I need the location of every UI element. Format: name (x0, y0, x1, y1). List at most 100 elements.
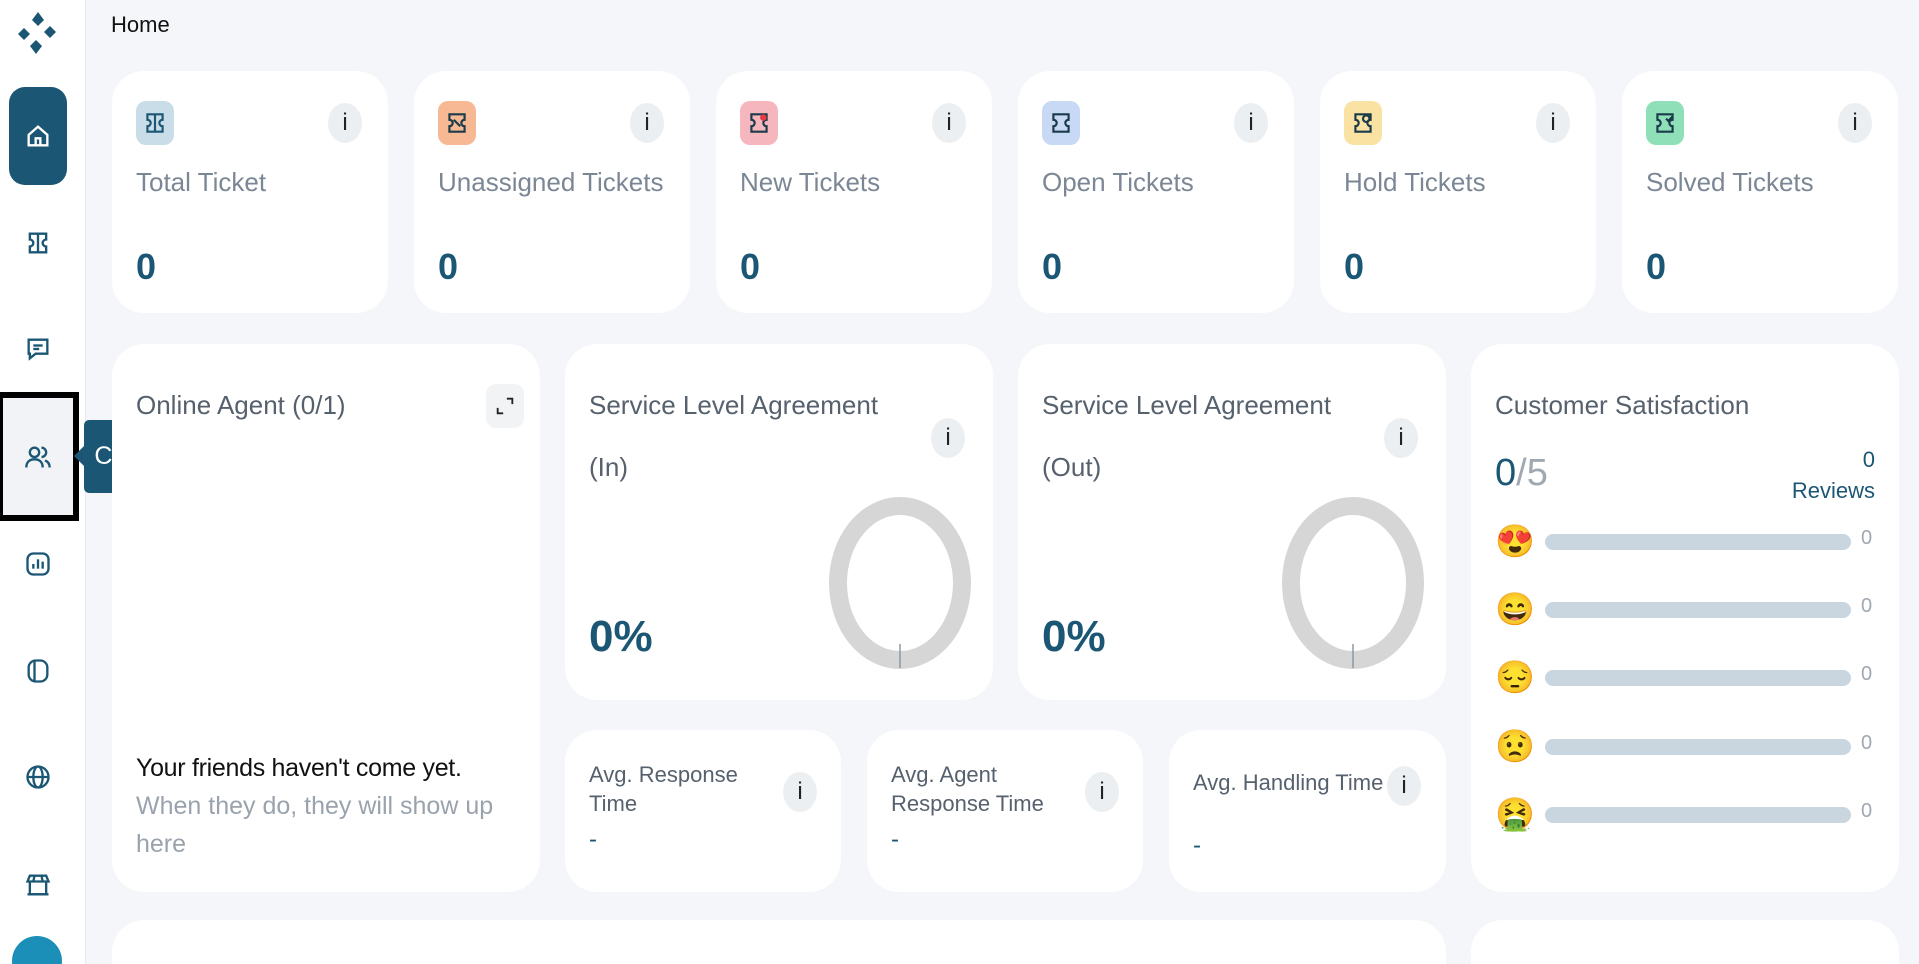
metric-value: - (1193, 832, 1201, 859)
rating-bar (1545, 534, 1851, 550)
info-button[interactable]: i (931, 418, 965, 458)
sidebar-item-tickets[interactable] (9, 214, 67, 272)
chart-icon (26, 552, 50, 576)
empty-message: Your friends haven't come yet. When they… (136, 749, 516, 863)
stat-value: 0 (1042, 246, 1063, 287)
info-button[interactable]: i (1838, 103, 1872, 143)
ticket-icon (136, 101, 174, 145)
bottom-card-right (1471, 920, 1899, 964)
rating-count: 0 (1861, 527, 1873, 549)
sidebar-item-web[interactable] (9, 748, 67, 806)
sidebar-item-contact[interactable] (0, 392, 79, 521)
sla-in-value: 0% (589, 612, 653, 661)
stat-label: New Tickets (740, 167, 881, 197)
sla-in-title: Service Level Agreement (589, 390, 879, 420)
page-title: Home (111, 12, 170, 37)
metric-label: Avg. Handling Time (1193, 770, 1384, 795)
empty-message-strong: Your friends haven't come yet. (136, 754, 462, 782)
online-agent-title: Online Agent (0/1) (136, 390, 346, 420)
info-button[interactable]: i (1536, 103, 1570, 143)
rating-row: 😟 0 (1495, 724, 1875, 768)
rating-count: 0 (1861, 800, 1873, 822)
stat-label: Unassigned Tickets (438, 167, 664, 197)
info-button[interactable]: i (1387, 766, 1421, 806)
info-button[interactable]: i (1234, 103, 1268, 143)
reviews-count: 0 Reviews (1792, 444, 1875, 506)
logo-icon[interactable] (16, 10, 58, 56)
metric-value: - (589, 826, 597, 853)
sla-in-card: Service Level Agreement (In) i 0% (565, 344, 993, 700)
bottom-card-left (112, 920, 1446, 964)
home-icon (27, 125, 49, 147)
info-button[interactable]: i (630, 103, 664, 143)
rating-row: 🤮 0 (1495, 792, 1875, 836)
worried-emoji-icon: 😟 (1495, 728, 1535, 764)
unassigned-ticket-icon (438, 101, 476, 145)
users-icon (25, 446, 51, 468)
open-ticket-icon (1042, 101, 1080, 145)
rating-bar (1545, 739, 1851, 755)
rating-count: 0 (1861, 663, 1873, 685)
stat-value: 0 (438, 246, 459, 287)
grinning-emoji-icon: 😄 (1495, 591, 1535, 627)
avg-agent-response-time-card: Avg. Agent Response Time i - (867, 730, 1143, 892)
metric-value: - (891, 826, 899, 853)
stat-value: 0 (1646, 246, 1667, 287)
score-value: 0 (1495, 452, 1517, 494)
stat-card-total: i Total Ticket 0 (112, 71, 388, 313)
sla-out-subtitle: (Out) (1042, 452, 1102, 482)
metric-label-line2: Time (589, 791, 638, 816)
stat-label: Hold Tickets (1344, 167, 1486, 197)
sla-out-value: 0% (1042, 612, 1106, 661)
sla-in-subtitle: (In) (589, 452, 628, 482)
store-icon (25, 874, 51, 896)
metric-label: Avg. Agent Response Time (891, 760, 1044, 818)
reviews-label: Reviews (1791, 478, 1875, 503)
rating-count: 0 (1861, 732, 1873, 754)
stat-label: Open Tickets (1042, 167, 1194, 197)
sla-out-title: Service Level Agreement (1042, 390, 1332, 420)
info-button[interactable]: i (328, 103, 362, 143)
customer-satisfaction-card: Customer Satisfaction 0/5 0 Reviews 😍 0 😄… (1471, 344, 1899, 892)
sla-in-donut-chart (829, 497, 971, 669)
new-ticket-icon (740, 101, 778, 145)
metric-label-line2: Response Time (891, 791, 1044, 816)
rating-bar (1545, 602, 1851, 618)
stat-card-unassigned: i Unassigned Tickets 0 (414, 71, 690, 313)
sidebar-item-chat[interactable] (9, 320, 67, 378)
sidebar-item-apps[interactable] (9, 642, 67, 700)
ticket-icon (28, 232, 48, 254)
sla-out-card: Service Level Agreement (Out) i 0% (1018, 344, 1446, 700)
sidebar-item-home[interactable] (9, 87, 67, 185)
stat-card-solved: i Solved Tickets 0 (1622, 71, 1898, 313)
info-button[interactable]: i (1085, 772, 1119, 812)
stat-value: 0 (740, 246, 761, 287)
info-button[interactable]: i (1384, 418, 1418, 458)
rating-bar (1545, 670, 1851, 686)
solved-ticket-icon (1646, 101, 1684, 145)
stat-value: 0 (1344, 246, 1365, 287)
reviews-number: 0 (1862, 447, 1875, 472)
sidebar-item-store[interactable] (9, 856, 67, 914)
expand-icon[interactable] (486, 384, 524, 428)
globe-icon (26, 765, 50, 789)
info-button[interactable]: i (932, 103, 966, 143)
stat-card-open: i Open Tickets 0 (1018, 71, 1294, 313)
rating-bar (1545, 807, 1851, 823)
metric-label-line1: Avg. Agent (891, 762, 998, 787)
heart-eyes-emoji-icon: 😍 (1495, 523, 1535, 559)
rating-row: 😔 0 (1495, 655, 1875, 699)
cube-icon (27, 659, 49, 683)
score-max: /5 (1516, 452, 1548, 494)
rating-row: 😍 0 (1495, 519, 1875, 563)
sidebar (0, 0, 86, 964)
avg-response-time-card: Avg. Response Time i - (565, 730, 841, 892)
stat-card-hold: i Hold Tickets 0 (1320, 71, 1596, 313)
bot-avatar[interactable] (12, 936, 62, 964)
info-button[interactable]: i (783, 772, 817, 812)
sidebar-item-reports[interactable] (9, 535, 67, 593)
stat-value: 0 (136, 246, 157, 287)
online-agent-card: Online Agent (0/1) Your friends haven't … (112, 344, 540, 892)
metric-label: Avg. Response Time (589, 760, 738, 818)
rating-row: 😄 0 (1495, 587, 1875, 631)
